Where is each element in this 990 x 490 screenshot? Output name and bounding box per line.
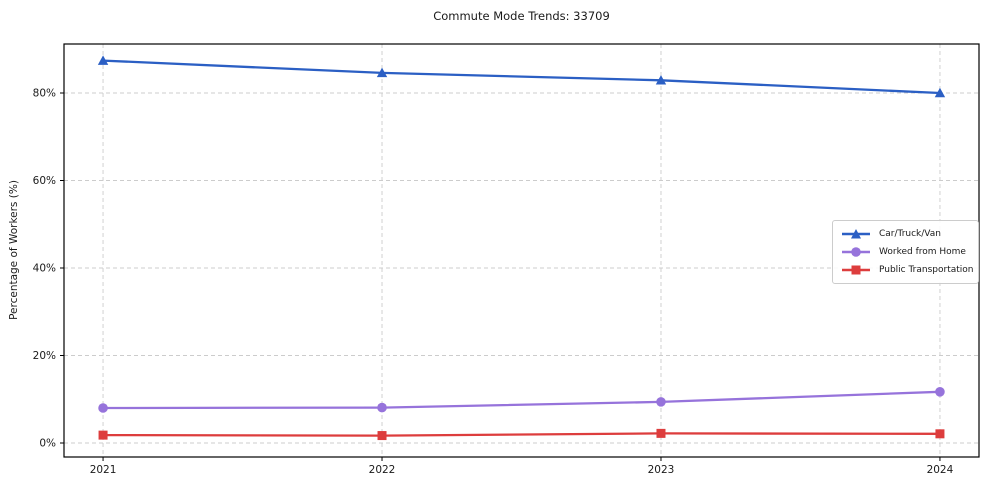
legend-item-car-truck-van: Car/Truck/Van (840, 226, 970, 242)
legend-marker-square-icon (842, 265, 870, 275)
data-point-square (377, 431, 387, 441)
data-point-triangle (934, 87, 946, 98)
y-tick-label: 20% (33, 350, 56, 362)
plot-frame (63, 43, 980, 458)
data-point-circle (377, 402, 387, 413)
legend: Car/Truck/Van Worked from Home Public Tr… (832, 220, 979, 284)
data-point-circle (656, 397, 666, 407)
data-point-triangle (97, 55, 109, 65)
series-line-triangle (101, 59, 942, 95)
x-tick-label: 2024 (927, 464, 954, 476)
y-tick-label: 0% (39, 438, 56, 450)
legend-item-public-transportation: Public Transportation (840, 262, 974, 278)
y-tick-label: 60% (33, 175, 56, 187)
series-line-square (101, 432, 942, 437)
data-point-circle (935, 387, 945, 397)
series-line-circle (101, 390, 942, 410)
y-tick-label: 80% (33, 88, 56, 100)
legend-label: Worked from Home (879, 247, 966, 257)
legend-item-worked-from-home: Worked from Home (840, 244, 970, 260)
chart-title: Commute Mode Trends: 33709 (433, 9, 610, 23)
data-point-square (656, 428, 666, 438)
data-point-circle (98, 403, 108, 413)
x-tick-label: 2021 (90, 464, 117, 476)
legend-label: Public Transportation (879, 265, 974, 275)
legend-marker-triangle-icon (842, 229, 870, 239)
x-tick-label: 2023 (648, 464, 675, 476)
data-point-square (98, 430, 108, 440)
data-point-square (935, 429, 945, 439)
x-tick-label: 2022 (369, 464, 396, 476)
legend-label: Car/Truck/Van (879, 229, 941, 239)
data-point-triangle (376, 67, 388, 78)
legend-marker-circle-icon (842, 247, 870, 257)
y-tick-label: 40% (33, 263, 56, 275)
data-point-triangle (655, 75, 667, 85)
